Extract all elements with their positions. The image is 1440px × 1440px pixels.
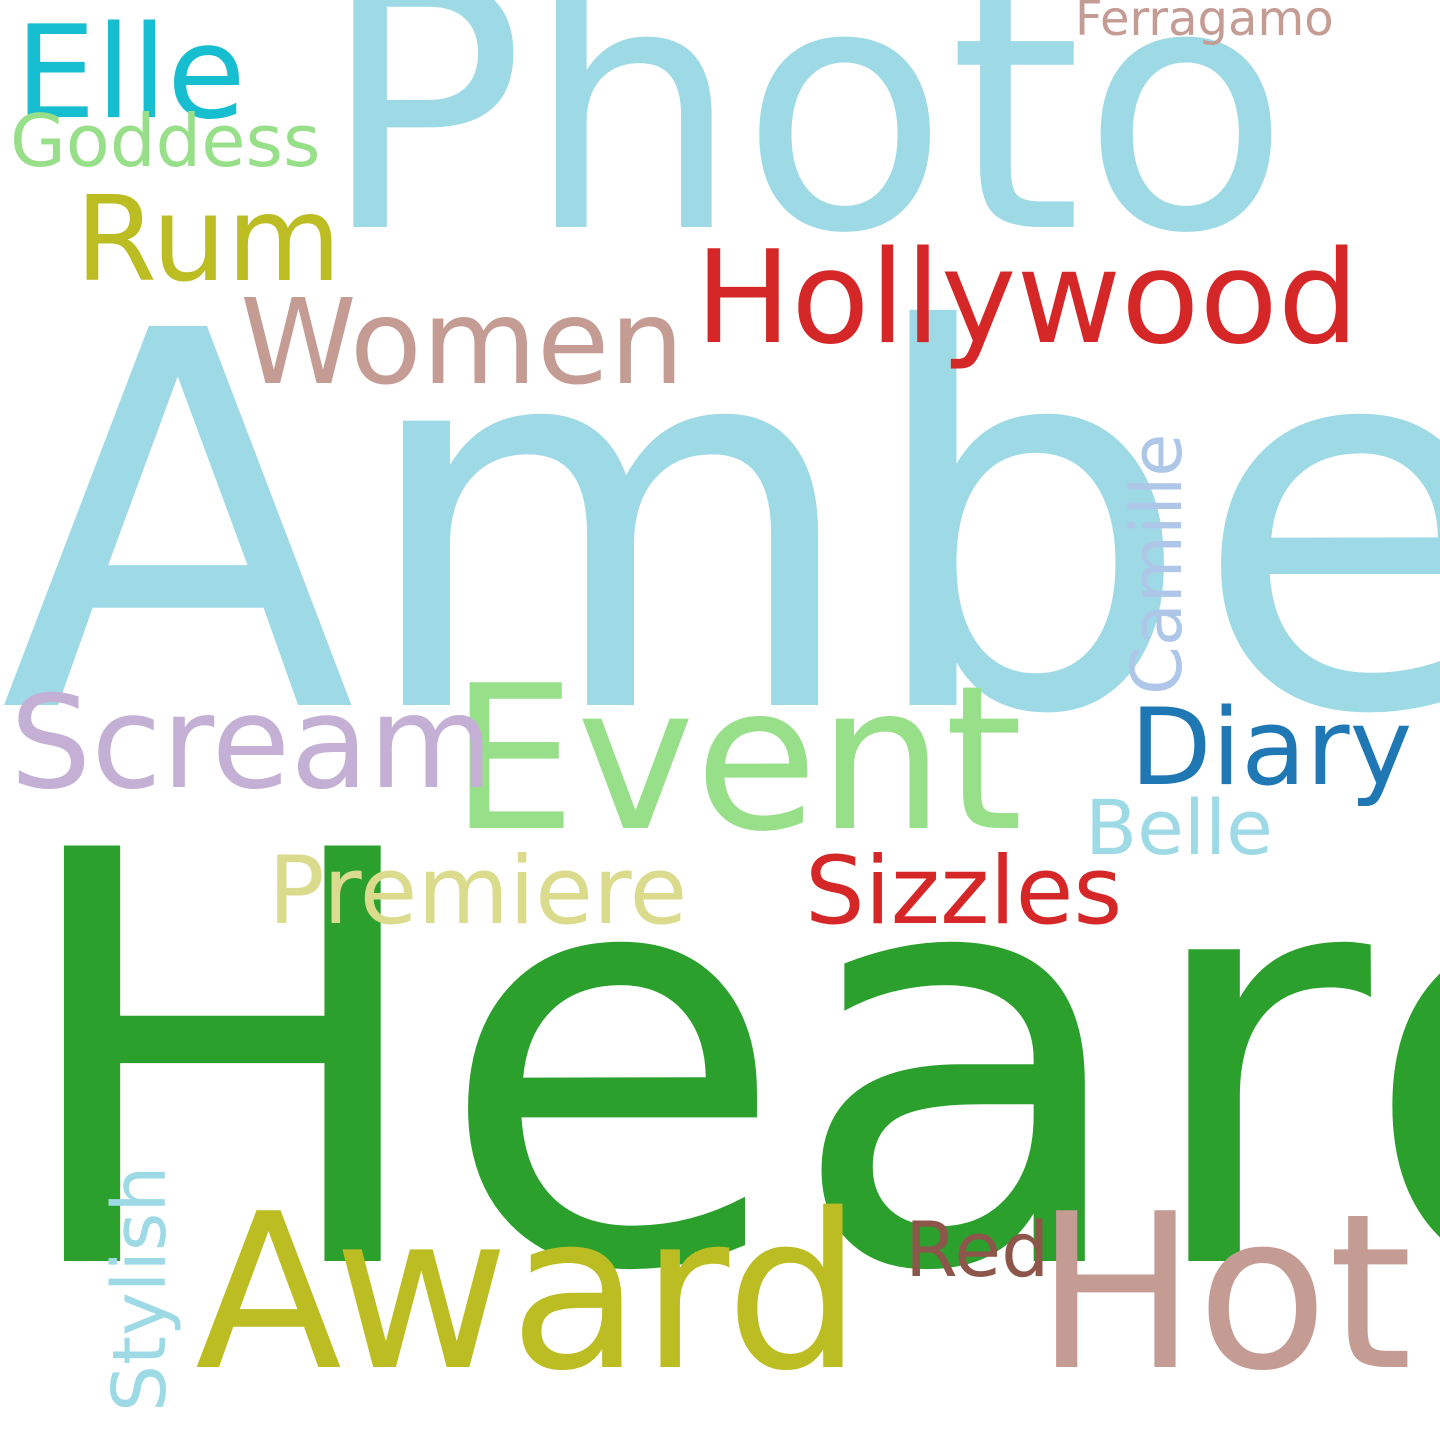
word-amber: Amber xyxy=(0,222,1440,828)
word-hot: Hot xyxy=(1035,1167,1413,1418)
word-sizzles: Sizzles xyxy=(805,837,1123,946)
word-goddess: Goddess xyxy=(10,99,321,183)
word-diary: Diary xyxy=(1130,686,1413,809)
word-hollywood: Hollywood xyxy=(695,224,1359,373)
word-rum: Rum xyxy=(75,170,342,308)
word-belle: Belle xyxy=(1085,783,1273,872)
word-red: Red xyxy=(905,1205,1050,1294)
word-heard: Heard xyxy=(8,733,1440,1396)
word-ferragamo: Ferragamo xyxy=(1075,0,1334,47)
word-elle: Elle xyxy=(15,0,246,148)
word-premiere: Premiere xyxy=(268,837,688,946)
word-photo: Photo xyxy=(320,0,1290,308)
word-event: Event xyxy=(450,643,1023,876)
word-scream: Scream xyxy=(10,669,494,818)
word-women: Women xyxy=(240,273,685,411)
word-camille: Camille xyxy=(1116,433,1198,695)
word-award: Award xyxy=(195,1167,863,1418)
word-stylish: Stylish xyxy=(97,1165,183,1412)
